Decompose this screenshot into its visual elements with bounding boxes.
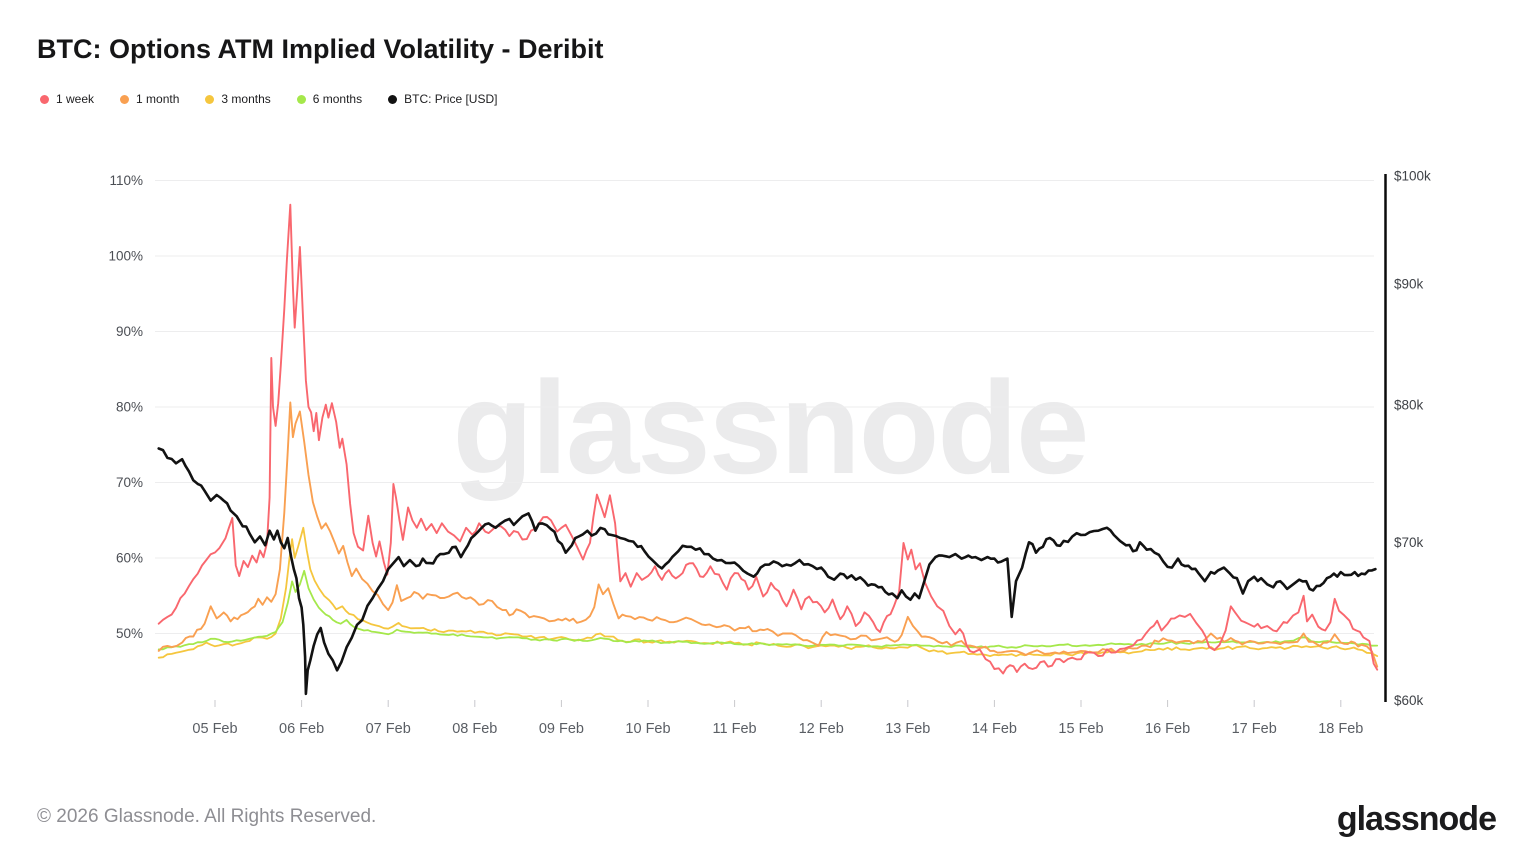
left-axis-label: 50% (116, 626, 143, 641)
legend-dot-icon (388, 94, 398, 104)
series-line-1-month (157, 401, 1379, 668)
left-axis-label: 100% (108, 249, 143, 264)
right-axis-label: $60k (1394, 693, 1424, 708)
left-axis-label: 70% (116, 475, 143, 490)
left-axis-label: 110% (109, 173, 143, 188)
legend-item-3-months[interactable]: 3 months (205, 92, 271, 106)
x-axis-label: 08 Feb (452, 721, 497, 737)
legend-item-btc-price-usd-[interactable]: BTC: Price [USD] (388, 92, 497, 106)
x-axis-label: 17 Feb (1232, 721, 1277, 737)
page-title: BTC: Options ATM Implied Volatility - De… (37, 34, 604, 64)
legend-item-label: 3 months (221, 92, 271, 106)
series-line-btc-price-usd- (157, 447, 1377, 696)
x-axis-label: 11 Feb (713, 721, 757, 737)
legend-item-label: 1 week (56, 92, 95, 106)
x-axis-label: 12 Feb (799, 721, 844, 737)
legend-dot-icon (120, 94, 130, 104)
legend-item-label: BTC: Price [USD] (404, 92, 498, 106)
x-axis-label: 13 Feb (885, 721, 930, 737)
x-axis-label: 07 Feb (366, 721, 411, 737)
x-axis-label: 10 Feb (625, 721, 670, 737)
right-axis-label: $80k (1394, 398, 1424, 413)
x-axis-label: 15 Feb (1058, 721, 1103, 737)
glassnode-logo[interactable]: glassnode (1336, 800, 1497, 838)
x-axis-label: 06 Feb (279, 721, 324, 737)
x-axis-label: 16 Feb (1145, 721, 1190, 737)
legend-item-label: 6 months (312, 92, 363, 106)
series-line-6-months (157, 569, 1379, 651)
right-axis-label: $100k (1394, 169, 1431, 184)
legend-item-label: 1 month (136, 92, 180, 106)
legend-item-6-months[interactable]: 6 months (296, 92, 363, 106)
legend-dot-icon (205, 94, 215, 104)
x-axis-label: 09 Feb (539, 721, 584, 737)
series-line-1-week (157, 203, 1379, 675)
copyright-text: © 2026 Glassnode. All Rights Reserved. (37, 806, 377, 827)
right-axis-label: $90k (1394, 277, 1424, 292)
right-axis-label: $70k (1394, 535, 1424, 550)
x-axis-label: 14 Feb (972, 721, 1017, 737)
left-axis-label: 80% (116, 400, 143, 415)
legend-dot-icon (296, 94, 306, 104)
legend-dot-icon (40, 94, 49, 104)
legend-item-1-month[interactable]: 1 month (120, 92, 179, 106)
left-axis-label: 60% (116, 551, 143, 566)
left-axis-label: 90% (116, 324, 143, 339)
legend: 1 week 1 month 3 months 6 months BTC: Price … (40, 92, 497, 106)
x-axis-label: 05 Feb (192, 721, 237, 737)
x-axis-label: 18 Feb (1318, 721, 1363, 737)
legend-item-1-week[interactable]: 1 week (40, 92, 94, 106)
